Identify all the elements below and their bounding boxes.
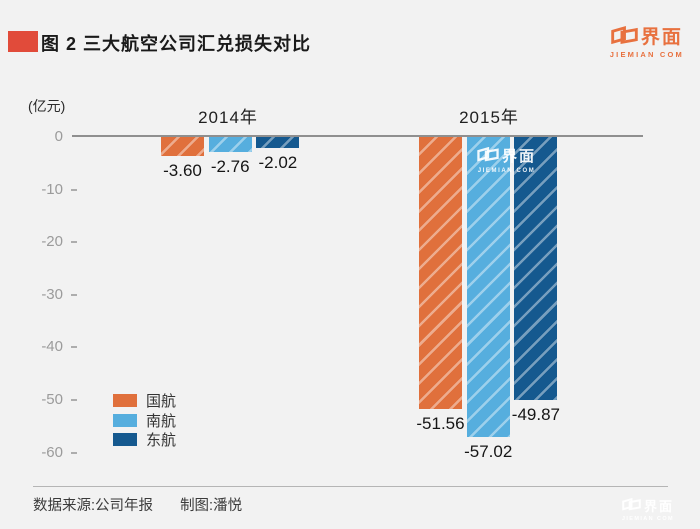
bar-2015年-南航 (466, 137, 510, 438)
y-tick-label: -40 (41, 338, 63, 356)
bar-value-label: -2.76 (210, 156, 250, 176)
y-axis-unit-label: (亿元) (28, 98, 66, 114)
brand-name-en: JIEMIAN COM (621, 515, 674, 522)
y-tick-mark (71, 188, 77, 191)
jiemian-frames-icon (477, 146, 499, 166)
footer: 数据来源:公司年报 制图:潘悦 (33, 494, 242, 515)
page-title: 图 2 三大航空公司汇兑损失对比 (41, 34, 312, 54)
group-label-2014: 2014年 (198, 108, 258, 127)
bar-2015年-东航 (514, 137, 558, 400)
brand-name-en: JIEMIAN COM (609, 50, 684, 59)
legend: 国航 南航 东航 (113, 393, 176, 453)
y-tick-mark (71, 293, 77, 296)
data-source-text: 数据来源:公司年报 (33, 498, 154, 514)
legend-swatch-lightblue (113, 413, 137, 427)
legend-item-nanhang: 南航 (113, 413, 176, 430)
brand-name-cn: 界面 (502, 148, 537, 165)
bar-2015年-国航 (419, 137, 462, 409)
jiemian-frames-icon (622, 497, 641, 515)
brand-name-cn: 界面 (643, 498, 674, 514)
bar-2014年-国航 (161, 137, 204, 156)
y-tick-mark (71, 451, 77, 454)
bar-2014年-南航 (208, 137, 252, 152)
bar-value-label: -57.02 (464, 442, 513, 462)
jiemian-watermark: 界面 JIEMIAN COM (477, 146, 537, 174)
bar-value-label: -49.87 (511, 404, 560, 424)
jiemian-logo-footer: 界面 JIEMIAN COM (621, 497, 674, 523)
legend-label: 国航 (146, 393, 177, 410)
legend-item-donghang: 东航 (113, 432, 176, 449)
title-accent-block (8, 31, 38, 52)
bar-value-label: -51.56 (416, 413, 465, 433)
legend-item-guohang: 国航 (113, 393, 176, 410)
jiemian-logo: 界面 JIEMIAN COM (610, 26, 684, 59)
zero-axis-line (72, 135, 643, 137)
y-tick-label: -50 (41, 391, 63, 408)
brand-name-en: JIEMIAN COM (477, 168, 536, 174)
bar-value-label: -2.02 (258, 152, 298, 172)
legend-label: 东航 (146, 432, 177, 449)
y-tick-mark (71, 346, 77, 349)
credit-text: 制图:潘悦 (180, 498, 243, 514)
footer-divider (33, 486, 668, 487)
bar-2014年-东航 (256, 137, 300, 148)
y-tick-label: -30 (41, 285, 63, 303)
y-tick-label: 0 (54, 128, 63, 145)
legend-swatch-orange (113, 394, 137, 407)
y-tick-label: -20 (41, 233, 63, 251)
bar-value-label: -3.60 (163, 160, 202, 180)
legend-label: 南航 (146, 412, 177, 430)
y-tick-mark (71, 399, 77, 401)
jiemian-frames-icon (611, 26, 638, 49)
y-tick-label: -60 (41, 443, 63, 461)
group-label-2015: 2015年 (459, 108, 519, 127)
brand-name-cn: 界面 (640, 27, 683, 48)
y-tick-label: -10 (41, 180, 63, 198)
legend-swatch-darkblue (113, 433, 137, 446)
y-tick-mark (71, 241, 77, 244)
